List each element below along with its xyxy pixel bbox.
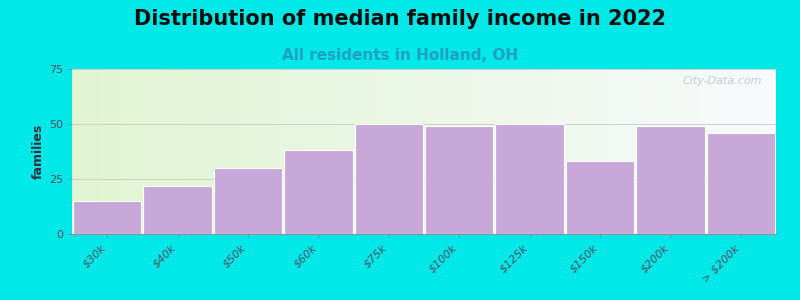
Y-axis label: families: families xyxy=(32,124,45,179)
Bar xyxy=(425,126,494,234)
Bar xyxy=(354,124,423,234)
Bar xyxy=(73,201,142,234)
Text: City-Data.com: City-Data.com xyxy=(682,76,762,85)
Bar xyxy=(566,161,634,234)
Bar xyxy=(636,126,705,234)
Text: All residents in Holland, OH: All residents in Holland, OH xyxy=(282,48,518,63)
Bar xyxy=(706,133,775,234)
Bar xyxy=(284,150,353,234)
Bar xyxy=(495,124,564,234)
Bar xyxy=(214,168,282,234)
Bar xyxy=(143,186,212,234)
Text: Distribution of median family income in 2022: Distribution of median family income in … xyxy=(134,9,666,29)
